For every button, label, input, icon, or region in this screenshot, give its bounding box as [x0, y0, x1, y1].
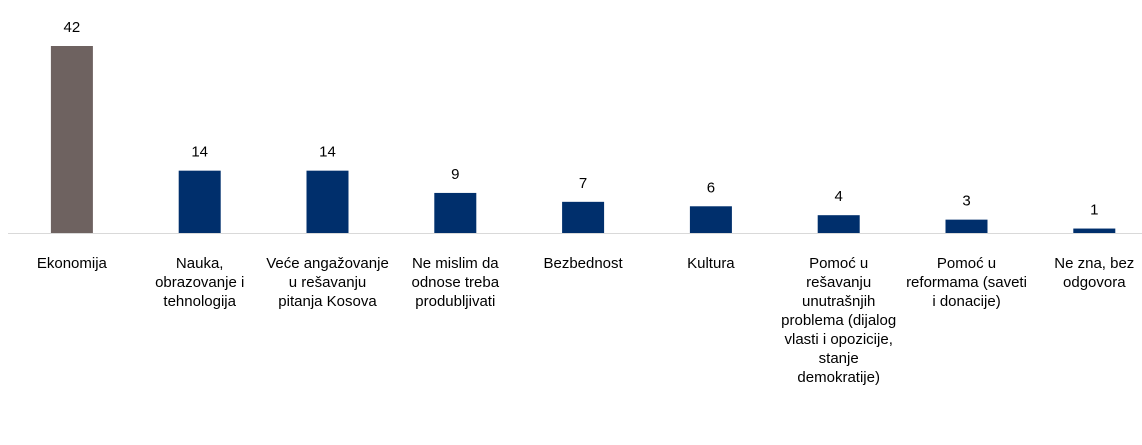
x-tick-label: Ne zna, bez odgovora: [1054, 255, 1135, 291]
x-tick-label: Veće angažovanje u rešavanju pitanja Kos…: [266, 255, 389, 310]
value-label: 4: [835, 188, 843, 205]
bar: [306, 170, 349, 233]
value-label: 14: [319, 144, 336, 161]
bar: [178, 170, 221, 233]
x-tick-label: Nauka, obrazovanje i tehnologija: [155, 255, 245, 310]
bar: [1073, 228, 1116, 233]
value-label: 42: [64, 19, 81, 36]
bar: [434, 192, 477, 233]
value-label: 1: [1090, 202, 1098, 219]
bar: [945, 219, 988, 233]
value-label: 6: [707, 179, 715, 196]
x-tick-label: Bezbednost: [543, 255, 623, 272]
bar: [689, 206, 732, 233]
value-label: 9: [451, 166, 459, 183]
bar: [562, 201, 605, 233]
bar: [817, 215, 860, 233]
value-label: 3: [962, 193, 970, 210]
value-label: 7: [579, 175, 587, 192]
x-tick-label: Kultura: [687, 255, 735, 272]
value-label: 14: [191, 144, 208, 161]
bar: [50, 46, 93, 233]
x-tick-label: Pomoć u reformama (saveti i donacije): [906, 255, 1027, 310]
x-tick-label: Ne mislim da odnose treba produbljivati: [411, 255, 500, 310]
x-tick-label: Ekonomija: [36, 255, 107, 272]
x-tick-label: Pomoć u rešavanju unutrašnjih problema (…: [781, 255, 897, 386]
